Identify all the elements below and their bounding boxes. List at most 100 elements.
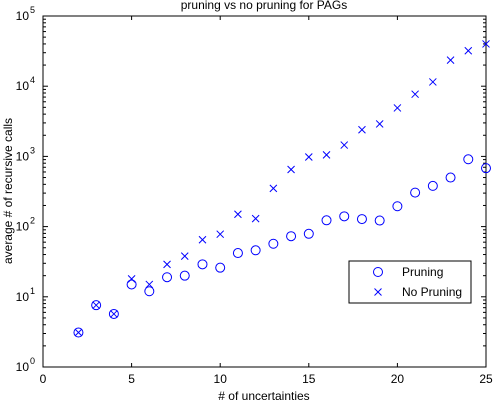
no-pruning-point bbox=[198, 235, 207, 244]
pruning-point bbox=[374, 215, 385, 226]
no-pruning-point bbox=[269, 184, 278, 193]
pruning-point bbox=[232, 248, 243, 259]
no-pruning-point bbox=[358, 125, 366, 134]
y-tick-exponent: 4 bbox=[30, 75, 35, 85]
x-tick-label: 10 bbox=[214, 372, 228, 386]
no-pruning-point bbox=[375, 120, 384, 128]
x-stroke bbox=[393, 104, 402, 112]
legend-marker-x bbox=[374, 288, 382, 296]
no-pruning-point bbox=[411, 90, 419, 99]
pruning-point bbox=[286, 231, 297, 242]
pruning-point bbox=[91, 300, 102, 311]
x-tick-label: 25 bbox=[479, 372, 493, 386]
no-pruning-point bbox=[127, 275, 136, 283]
x-axis: 0 5 10 15 20 25 bbox=[40, 16, 493, 386]
x-tick-label: 5 bbox=[128, 372, 135, 386]
no-pruning-point bbox=[74, 328, 83, 337]
pruning-point bbox=[250, 245, 261, 256]
y-tick-exponent: 5 bbox=[30, 5, 35, 15]
no-pruning-point bbox=[234, 210, 242, 219]
x-stroke bbox=[163, 260, 171, 269]
y-tick-label: 10 bbox=[16, 79, 30, 93]
x-stroke bbox=[374, 288, 382, 296]
x-stroke bbox=[110, 310, 118, 318]
no-pruning-point bbox=[446, 56, 455, 65]
y-tick-label: 10 bbox=[16, 149, 30, 163]
data-points bbox=[73, 40, 491, 338]
x-stroke bbox=[304, 153, 313, 161]
no-pruning-point bbox=[428, 78, 437, 86]
x-stroke bbox=[145, 280, 154, 289]
no-pruning-point bbox=[482, 40, 490, 48]
no-pruning-point bbox=[145, 280, 154, 289]
x-stroke bbox=[234, 210, 242, 219]
series-pruning bbox=[73, 154, 491, 338]
x-stroke bbox=[375, 120, 384, 128]
y-axis-label: average # of recursive calls bbox=[1, 118, 15, 264]
x-stroke bbox=[340, 141, 349, 149]
legend-box bbox=[348, 260, 472, 304]
pruning-point bbox=[144, 286, 155, 297]
pruning-point bbox=[162, 272, 173, 283]
x-stroke bbox=[216, 230, 225, 239]
series-no-pruning bbox=[74, 40, 490, 337]
legend-label: Pruning bbox=[402, 265, 443, 279]
no-pruning-point bbox=[304, 153, 313, 161]
pruning-point bbox=[108, 308, 119, 319]
no-pruning-point bbox=[322, 151, 331, 159]
pruning-point bbox=[303, 228, 314, 239]
legend-label: No Pruning bbox=[402, 285, 462, 299]
pruning-point bbox=[445, 172, 456, 183]
chart-title: pruning vs no pruning for PAGs bbox=[181, 0, 348, 12]
x-stroke bbox=[180, 252, 189, 260]
no-pruning-point bbox=[287, 165, 295, 174]
no-pruning-point bbox=[340, 141, 349, 149]
x-tick-label: 20 bbox=[391, 372, 405, 386]
x-stroke bbox=[411, 90, 419, 99]
no-pruning-point bbox=[110, 310, 118, 318]
no-pruning-point bbox=[92, 301, 101, 310]
pruning-point bbox=[392, 201, 403, 212]
x-stroke bbox=[127, 275, 136, 283]
x-stroke bbox=[198, 235, 207, 244]
pruning-point bbox=[356, 214, 367, 225]
pruning-point bbox=[410, 187, 421, 198]
pruning-point bbox=[197, 259, 208, 270]
pruning-point bbox=[321, 215, 332, 226]
no-pruning-point bbox=[251, 214, 260, 223]
pruning-point bbox=[481, 163, 491, 174]
y-tick-label: 10 bbox=[16, 360, 30, 374]
pruning-point bbox=[126, 279, 137, 290]
x-tick-label: 0 bbox=[40, 372, 47, 386]
y-tick-label: 10 bbox=[16, 220, 30, 234]
y-tick-exponent: 2 bbox=[30, 216, 35, 226]
x-tick-label: 15 bbox=[302, 372, 316, 386]
y-tick-exponent: 1 bbox=[30, 286, 35, 296]
y-tick-exponent: 0 bbox=[30, 356, 35, 366]
x-stroke bbox=[92, 301, 101, 310]
no-pruning-point bbox=[180, 252, 189, 260]
y-tick-label: 10 bbox=[16, 290, 30, 304]
pruning-point bbox=[73, 327, 84, 338]
pruning-point bbox=[215, 262, 226, 273]
x-stroke bbox=[287, 165, 295, 174]
y-tick-label: 10 bbox=[16, 9, 30, 23]
x-stroke bbox=[358, 125, 366, 134]
no-pruning-point bbox=[464, 46, 473, 55]
no-pruning-point bbox=[163, 260, 171, 269]
x-stroke bbox=[482, 40, 490, 48]
pruning-point bbox=[179, 270, 190, 281]
pruning-point bbox=[339, 211, 350, 222]
x-stroke bbox=[251, 214, 260, 223]
x-stroke bbox=[269, 184, 278, 193]
x-stroke bbox=[74, 328, 83, 337]
no-pruning-point bbox=[393, 104, 402, 112]
legend-marker-circle bbox=[373, 267, 383, 277]
legend: Pruning No Pruning bbox=[348, 260, 472, 304]
pruning-point bbox=[463, 154, 474, 165]
x-stroke bbox=[464, 46, 473, 55]
pruning-point bbox=[268, 238, 279, 249]
y-tick-exponent: 3 bbox=[30, 145, 35, 155]
